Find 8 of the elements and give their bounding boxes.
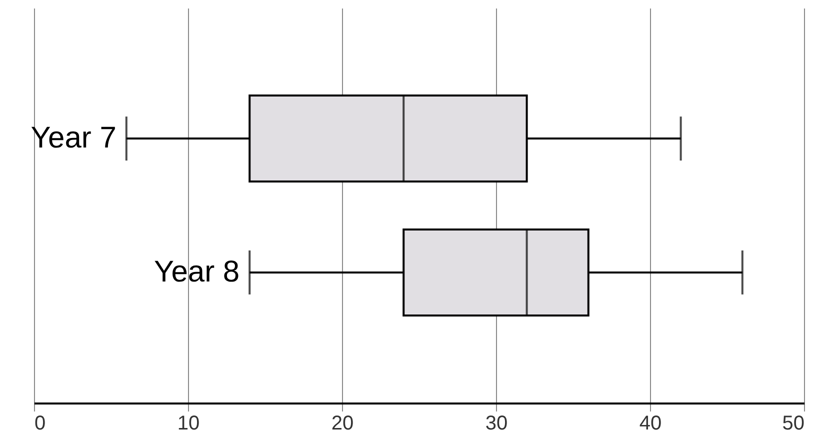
y-tick-label: Year 7 — [30, 122, 116, 155]
x-tick-label: 10 — [177, 412, 200, 434]
x-tick-label: 50 — [782, 412, 804, 434]
x-tick-label: 40 — [639, 412, 662, 434]
x-tick-label: 20 — [331, 412, 354, 434]
y-tick-label: Year 8 — [154, 255, 240, 288]
x-tick-label: 30 — [485, 412, 508, 434]
x-tick-label: 0 — [34, 412, 46, 434]
